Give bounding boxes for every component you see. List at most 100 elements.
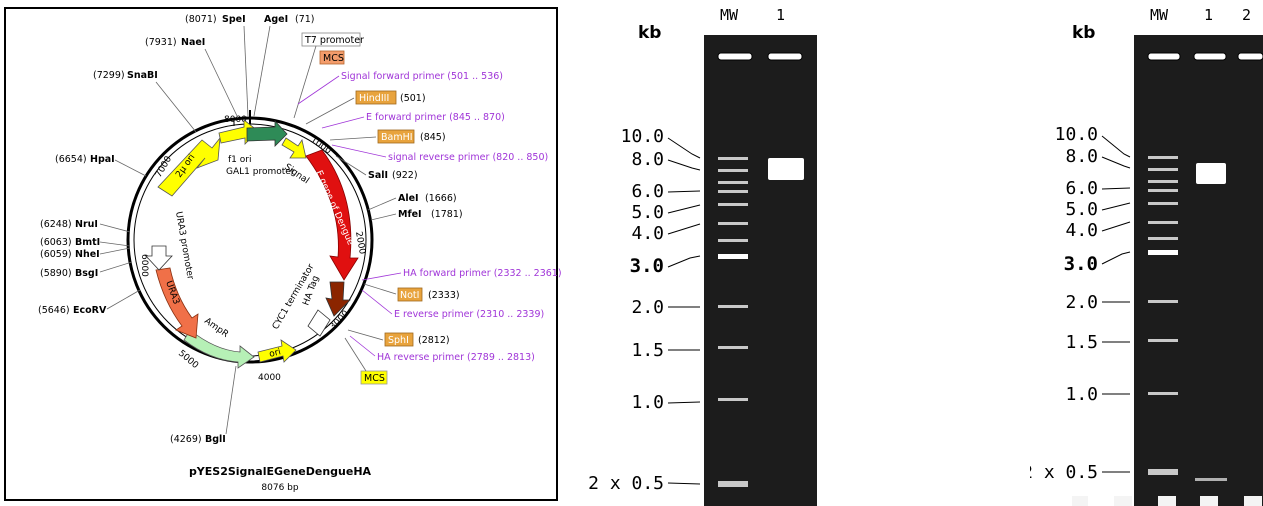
restriction-sites-right: T7 promoter MCS Signal forward primer (5… xyxy=(293,32,562,385)
plasmid-name: pYES2SignalEGeneDengueHA xyxy=(189,465,372,478)
gel-image-2: kb MW 1 2 10.0 8.0 6.0 5.0 4.0 3.0 2.0 1… xyxy=(1030,6,1263,506)
mcs-box-top xyxy=(319,50,345,65)
gel2-marker-label: 6.0 xyxy=(1065,178,1098,199)
gal1-promoter-feature xyxy=(246,119,288,147)
ori-label: ori xyxy=(268,347,282,360)
ura3-feature xyxy=(155,267,199,339)
gel1-marker-label: 2 x 0.5 xyxy=(588,473,664,494)
plasmid-map: 8000 1000 2000 3000 4000 5000 6000 7000 … xyxy=(4,7,562,501)
site-name: BamHI xyxy=(381,132,413,143)
gel1-marker-label: 8.0 xyxy=(631,149,664,170)
f1-ori-label: f1 ori xyxy=(228,155,251,165)
gel2-marker-label: 5.0 xyxy=(1065,199,1098,220)
gel2-leader-lines xyxy=(1101,135,1131,473)
gel1-marker-label: 2.0 xyxy=(631,297,664,318)
map-frame xyxy=(4,7,558,501)
gel2-marker-label: 10.0 xyxy=(1055,124,1098,145)
mcs-box-bottom xyxy=(360,370,388,385)
signal-feature xyxy=(281,137,307,159)
gel1-marker-label: 3.0 xyxy=(630,255,664,277)
gel1-lane-1: 1 xyxy=(776,6,785,24)
gel2-marker-label: 1.5 xyxy=(1065,332,1098,353)
gel2-bottom-artifacts xyxy=(1072,496,1262,506)
site-pos: (71) xyxy=(295,14,315,25)
gel2-lane-2: 2 xyxy=(1242,6,1251,24)
tick-label: 4000 xyxy=(258,373,281,383)
site-pos: (6654) xyxy=(55,154,87,165)
site-name: SpeI xyxy=(222,14,246,25)
gel1-marker-label: 1.0 xyxy=(631,392,664,413)
gel2-marker-label: 8.0 xyxy=(1065,146,1098,167)
site-name: BsgI xyxy=(75,268,98,279)
site-pos: (6059) xyxy=(40,249,72,260)
gel1-well-1 xyxy=(767,52,803,61)
plasmid-map-panel: 8000 1000 2000 3000 4000 5000 6000 7000 … xyxy=(0,0,570,506)
mcs-label-bottom: MCS xyxy=(364,373,385,384)
site-pos: (922) xyxy=(392,170,418,181)
gel-panel-2: kb MW 1 2 10.0 8.0 6.0 5.0 4.0 3.0 2.0 1… xyxy=(1030,0,1263,506)
gel1-marker-label: 5.0 xyxy=(631,202,664,223)
site-name: EcoRV xyxy=(73,305,107,316)
gel1-lane1-band xyxy=(768,158,804,180)
site-name: SphI xyxy=(388,335,409,346)
gel1-body xyxy=(704,35,817,506)
gel2-lane-1: 1 xyxy=(1204,6,1213,24)
site-name: NruI xyxy=(75,219,98,230)
plasmid-size: 8076 bp xyxy=(261,483,298,493)
gel2-well-mw xyxy=(1147,52,1181,61)
primer-label: E forward primer (845 .. 870) xyxy=(366,112,505,123)
gel2-marker-label: 1.0 xyxy=(1065,384,1098,405)
gel2-well-2 xyxy=(1237,52,1263,61)
gel2-marker-label: 2.0 xyxy=(1065,292,1098,313)
ori-feature xyxy=(257,339,297,363)
site-name: HpaI xyxy=(90,154,115,165)
gel1-unit-label: kb xyxy=(638,23,661,43)
site-name: BmtI xyxy=(75,237,100,248)
t7-promoter-box xyxy=(301,32,361,47)
site-name: SnaBI xyxy=(127,70,158,81)
site-pos: (7299) xyxy=(93,70,125,81)
noti-box xyxy=(397,287,423,302)
gel1-marker-label: 1.5 xyxy=(631,340,664,361)
cyc1-terminator-feature xyxy=(307,309,331,337)
hindiii-box xyxy=(355,90,397,105)
site-pos: (8071) xyxy=(185,14,217,25)
site-name: AgeI xyxy=(264,14,288,25)
gel2-lane1-band-small xyxy=(1195,478,1227,481)
mcs-label-top: MCS xyxy=(323,53,344,64)
site-name: MfeI xyxy=(398,209,422,220)
site-pos: (6248) xyxy=(40,219,72,230)
site-pos: (4269) xyxy=(170,434,202,445)
gel2-marker-label: 4.0 xyxy=(1065,220,1098,241)
gel1-marker-label: 10.0 xyxy=(621,126,664,147)
primer-label: E reverse primer (2310 .. 2339) xyxy=(394,309,544,320)
gel1-well-mw xyxy=(717,52,753,61)
ura3-promoter-feature xyxy=(145,245,173,271)
site-pos: (1666) xyxy=(425,193,457,204)
site-pos: (2812) xyxy=(418,335,450,346)
sphi-box xyxy=(384,332,414,347)
site-pos: (845) xyxy=(420,132,446,143)
ha-tag-feature xyxy=(325,281,351,317)
gel1-marker-label: 4.0 xyxy=(631,223,664,244)
gel1-marker-label: 6.0 xyxy=(631,181,664,202)
two-mu-ori-feature xyxy=(157,136,221,197)
site-pos: (1781) xyxy=(431,209,463,220)
tick-label: 2000 xyxy=(353,231,367,256)
gel1-lane-mw: MW xyxy=(720,6,739,24)
site-name: HindIII xyxy=(359,93,389,104)
gel2-lane-mw: MW xyxy=(1150,6,1169,24)
site-pos: (7931) xyxy=(145,37,177,48)
gel2-body xyxy=(1134,35,1263,506)
primer-label: signal reverse primer (820 .. 850) xyxy=(388,152,548,163)
gel2-marker-label: 2 x 0.5 xyxy=(1030,462,1098,483)
site-pos: (2333) xyxy=(428,290,460,301)
site-pos: (5646) xyxy=(38,305,70,316)
site-name: NaeI xyxy=(181,37,205,48)
primer-label: Signal forward primer (501 .. 536) xyxy=(341,71,503,82)
gel2-ladder xyxy=(1148,156,1178,475)
gel2-well-1 xyxy=(1193,52,1227,61)
gel2-marker-label: 3.0 xyxy=(1064,253,1098,275)
t7-promoter-label: T7 promoter xyxy=(304,35,364,46)
site-name: AleI xyxy=(398,193,419,204)
